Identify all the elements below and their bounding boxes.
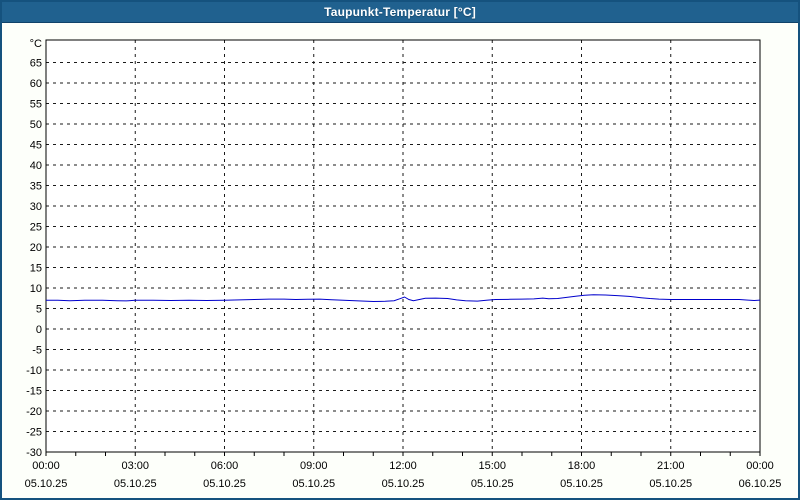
x-tick-label-time: 00:00 [32, 460, 60, 472]
y-tick-label: 55 [30, 99, 42, 111]
y-tick-label: 35 [30, 181, 42, 193]
y-tick-label: 25 [30, 222, 42, 234]
y-tick-label: 0 [36, 324, 42, 336]
x-tick-label-date: 05.10.25 [292, 478, 335, 490]
x-tick-label-time: 03:00 [121, 460, 149, 472]
y-tick-label: -15 [26, 386, 42, 398]
y-tick-label: 65 [30, 58, 42, 70]
y-tick-label: -30 [26, 447, 42, 459]
x-tick-label-date: 05.10.25 [114, 478, 157, 490]
y-tick-label: 60 [30, 78, 42, 90]
x-tick-label-date: 05.10.25 [25, 478, 68, 490]
x-tick-label-time: 12:00 [389, 460, 417, 472]
y-tick-label: -25 [26, 427, 42, 439]
x-tick-label-time: 15:00 [478, 460, 506, 472]
x-tick-label-time: 06:00 [211, 460, 239, 472]
x-tick-label-time: 00:00 [746, 460, 774, 472]
chart-canvas: °C65605550454035302520151050-5-10-15-20-… [25, 38, 782, 490]
y-tick-label: -20 [26, 406, 42, 418]
y-tick-label: 20 [30, 242, 42, 254]
x-tick-label-date: 06.10.25 [739, 478, 782, 490]
x-tick-label-date: 05.10.25 [560, 478, 603, 490]
y-tick-label: 15 [30, 263, 42, 275]
x-tick-label-time: 18:00 [568, 460, 596, 472]
y-tick-label: 10 [30, 283, 42, 295]
y-tick-label: 5 [36, 304, 42, 316]
window-titlebar[interactable]: Taupunkt-Temperatur [°C] [2, 2, 798, 23]
y-tick-label: 45 [30, 140, 42, 152]
window-title: Taupunkt-Temperatur [°C] [324, 5, 476, 19]
x-tick-label-date: 05.10.25 [471, 478, 514, 490]
x-tick-label-time: 09:00 [300, 460, 328, 472]
y-tick-label: -5 [32, 345, 42, 357]
x-tick-label-time: 21:00 [657, 460, 685, 472]
y-tick-label: 30 [30, 201, 42, 213]
x-tick-label-date: 05.10.25 [649, 478, 692, 490]
y-tick-label: 50 [30, 119, 42, 131]
data-line-Taupunkt-Temperatur [46, 294, 761, 303]
y-axis-unit-label: °C [30, 38, 42, 50]
y-tick-label: -10 [26, 365, 42, 377]
x-tick-label-date: 05.10.25 [203, 478, 246, 490]
x-tick-label-date: 05.10.25 [382, 478, 425, 490]
y-tick-label: 40 [30, 160, 42, 172]
